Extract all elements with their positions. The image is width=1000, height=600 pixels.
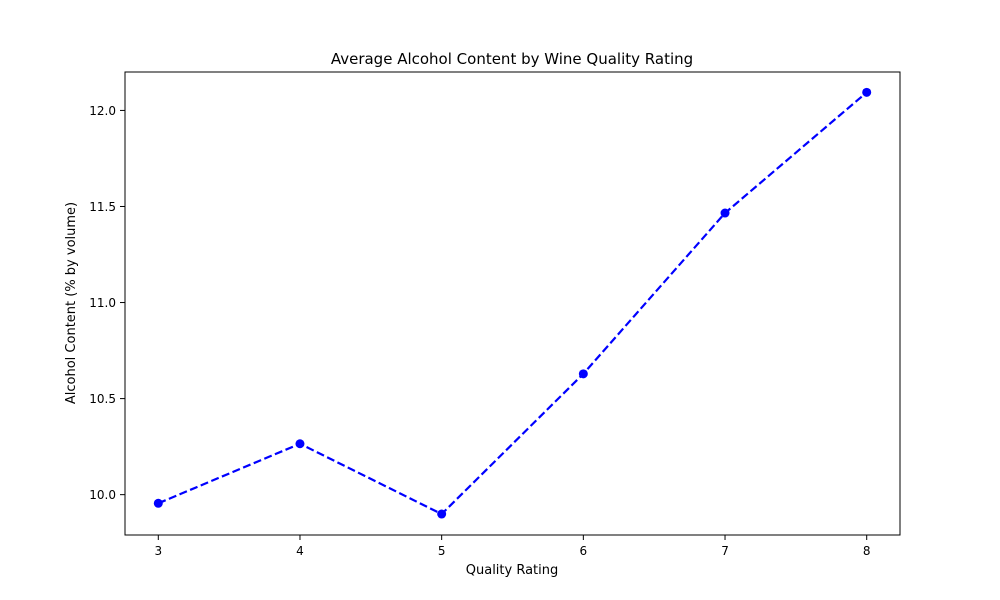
y-tick-label: 11.0 (89, 296, 116, 310)
x-tick-label: 7 (721, 544, 729, 558)
data-point (720, 208, 730, 218)
plot-area: 3 4 5 6 7 8 10.0 10.5 11.0 11.5 12.0 (89, 71, 901, 558)
data-point (295, 439, 305, 449)
x-tick-label: 6 (580, 544, 588, 558)
y-tick-label: 10.0 (89, 488, 116, 502)
data-point (153, 498, 163, 508)
series-line (157, 91, 868, 516)
y-axis-label: Alcohol Content (% by volume) (64, 202, 79, 404)
data-point (578, 369, 588, 379)
x-tick-label: 4 (296, 544, 304, 558)
y-tick-label: 11.5 (89, 200, 116, 214)
chart-title: Average Alcohol Content by Wine Quality … (331, 50, 693, 68)
data-point (437, 509, 447, 519)
plot-frame (124, 71, 901, 536)
y-tick-label: 10.5 (89, 392, 116, 406)
x-tick-label: 8 (863, 544, 871, 558)
x-axis-label: Quality Rating (466, 563, 559, 578)
y-tick-label: 12.0 (89, 104, 116, 118)
x-tick-label: 3 (154, 544, 162, 558)
x-tick-label: 5 (438, 544, 446, 558)
data-point (862, 87, 872, 97)
